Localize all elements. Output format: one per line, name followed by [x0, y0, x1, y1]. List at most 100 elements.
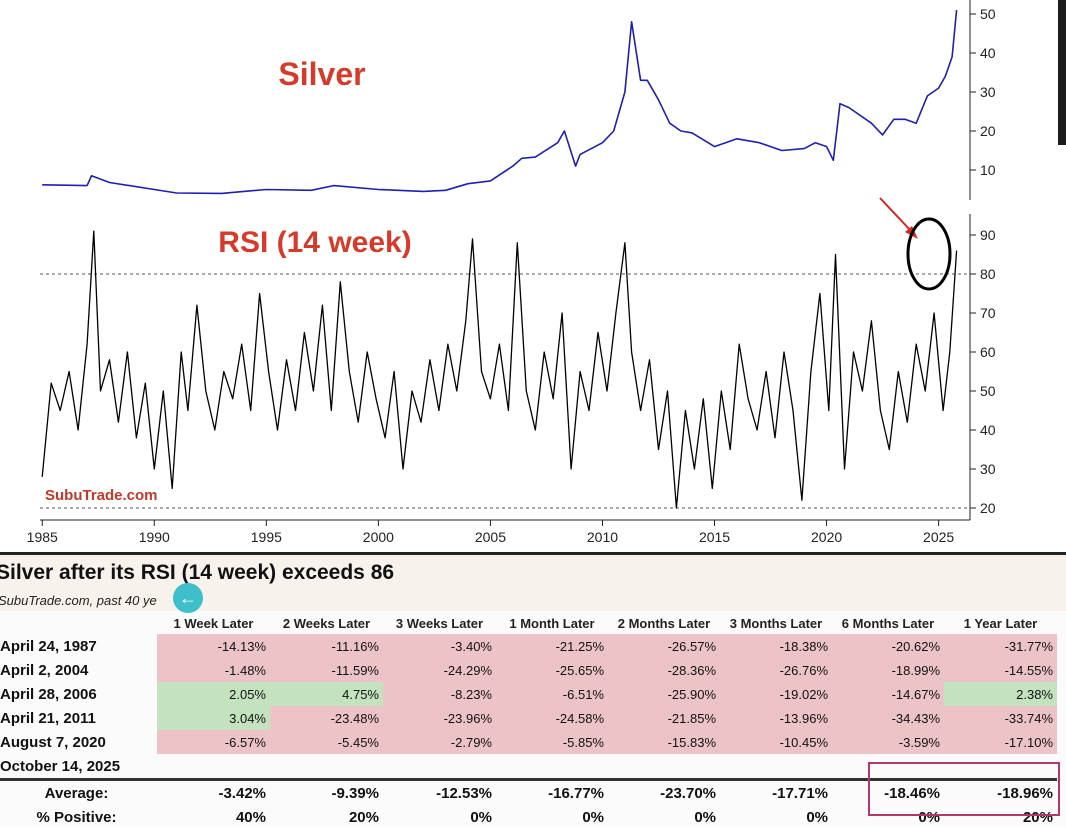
x-tick-label: 1985 [27, 529, 58, 545]
table-cell: -24.58% [496, 706, 608, 730]
rsi-y-tick-label: 50 [980, 383, 996, 399]
results-table: 1 Week Later 2 Weeks Later 3 Weeks Later 1 … [0, 612, 1057, 829]
rsi-y-tick-label: 80 [980, 266, 996, 282]
column-header: 3 Months Later [729, 615, 823, 631]
x-tick-label: 1995 [251, 529, 282, 545]
table-cell: -14.67% [832, 682, 944, 706]
rsi-y-tick-label: 40 [980, 422, 996, 438]
arrow-left-icon[interactable]: ← [173, 583, 203, 613]
rsi-y-tick-label: 90 [980, 227, 996, 243]
summary-cell: -18.46% [832, 778, 944, 805]
summary-row: % Positive: 40% 20% 0% 0% 0% 0% 0% 20% [0, 805, 1057, 829]
header-blank [0, 612, 157, 634]
x-tick-label: 2025 [923, 529, 954, 545]
summary-cell: 20% [348, 808, 379, 826]
table-cell [496, 754, 608, 780]
table-cell: -18.38% [720, 634, 832, 658]
table-row: April 21, 2011 3.04% -23.48% -23.96% -24.58%… [0, 706, 1057, 730]
x-tick-label: 2015 [699, 529, 730, 545]
table-cell: -23.96% [383, 706, 496, 730]
table-cell: -26.57% [608, 634, 720, 658]
silver-price-line [42, 10, 958, 195]
row-date: April 28, 2006 [0, 685, 97, 703]
table-row: April 24, 1987 -14.13% -11.16% -3.40% -21.25… [0, 634, 1057, 658]
watermark: SubuTrade.com [45, 487, 158, 504]
table-cell: -23.48% [270, 706, 383, 730]
chart-svg: 10 20 30 40 50 Silver 20 30 40 50 60 70 80 90 RSI (14 … [27, 0, 996, 545]
table-header-row: 1 Week Later 2 Weeks Later 3 Weeks Later 1 … [0, 612, 1057, 634]
table-cell: -19.02% [720, 682, 832, 706]
table-cell: -20.62% [832, 634, 944, 658]
table-cell: -5.85% [496, 730, 608, 754]
summary-cell: -18.96% [944, 778, 1057, 805]
column-header: 6 Months Later [841, 615, 935, 631]
table-cell: -18.99% [832, 658, 944, 682]
table-cell: -8.23% [383, 682, 496, 706]
table-row: October 14, 2025 [0, 754, 1057, 780]
table-cell: -3.40% [383, 634, 496, 658]
summary-cell: 0% [582, 808, 604, 826]
table-cell [608, 754, 720, 780]
summary-cell: -3.42% [157, 778, 270, 805]
table-cell [157, 754, 270, 780]
table-cell: -21.85% [608, 706, 720, 730]
summary-cell: 0% [470, 808, 492, 826]
row-date: April 2, 2004 [0, 661, 89, 679]
table-cell: -2.79% [383, 730, 496, 754]
table-row: August 7, 2020 -6.57% -5.45% -2.79% -5.85% -1… [0, 730, 1057, 754]
x-tick-label: 2020 [811, 529, 842, 545]
summary-cell: 0% [918, 808, 940, 826]
table-cell: -26.76% [720, 658, 832, 682]
table-cell: -21.25% [496, 634, 608, 658]
table-cell: -34.43% [832, 706, 944, 730]
table-cell: -3.59% [832, 730, 944, 754]
summary-cell: -23.70% [608, 778, 720, 805]
summary-cell: 20% [1022, 808, 1053, 826]
table-cell: -10.45% [720, 730, 832, 754]
table-cell: -5.45% [270, 730, 383, 754]
window-edge [1058, 0, 1066, 145]
table-row: April 2, 2004 -1.48% -11.59% -24.29% -25.65%… [0, 658, 1057, 682]
summary-cell: -12.53% [383, 778, 496, 805]
column-header: 2 Months Later [617, 615, 711, 631]
summary-cell: 40% [235, 808, 266, 826]
column-header: 1 Month Later [509, 615, 595, 631]
summary-row: Average: -3.42% -9.39% -12.53% -16.77% -23.70… [0, 778, 1057, 805]
summary-cell: -16.77% [496, 778, 608, 805]
table-cell: -25.65% [496, 658, 608, 682]
column-header: 3 Weeks Later [395, 615, 484, 631]
row-date: April 24, 1987 [0, 637, 97, 655]
row-date: October 14, 2025 [0, 757, 121, 775]
silver-y-tick-label: 40 [980, 45, 996, 61]
table-cell: -31.77% [944, 634, 1057, 658]
summary-label: % Positive: [36, 808, 117, 826]
table-title: Silver after its RSI (14 week) exceeds 8… [0, 561, 395, 584]
rsi-y-tick-label: 30 [980, 461, 996, 477]
annotation-arrow [879, 197, 913, 233]
rsi-y-tick-label: 20 [980, 500, 996, 516]
table-cell: -17.10% [944, 730, 1057, 754]
summary-cell: 0% [694, 808, 716, 826]
table-cell: 2.05% [157, 682, 270, 706]
table-cell [944, 754, 1057, 780]
annotation-circle [906, 217, 952, 291]
table-cell: -15.83% [608, 730, 720, 754]
silver-title: Silver [278, 56, 365, 92]
table-cell: 4.75% [270, 682, 383, 706]
chart-area: 10 20 30 40 50 Silver 20 30 40 50 60 70 80 90 RSI (14 … [27, 0, 1066, 545]
table-cell: -6.57% [157, 730, 270, 754]
results-table-panel: Silver after its RSI (14 week) exceeds 8… [0, 552, 1066, 826]
table-header: Silver after its RSI (14 week) exceeds 8… [0, 552, 1066, 613]
x-tick-label: 2000 [363, 529, 394, 545]
rsi-y-tick-label: 70 [980, 305, 996, 321]
x-tick-label: 1990 [139, 529, 170, 545]
table-cell [720, 754, 832, 780]
column-header: 1 Year Later [963, 615, 1038, 631]
table-cell: -28.36% [608, 658, 720, 682]
table-cell [832, 754, 944, 780]
table-subtitle: SubuTrade.com, past 40 ye [0, 593, 157, 608]
table-cell: -11.16% [270, 634, 383, 658]
table-cell: -25.90% [608, 682, 720, 706]
table-row: April 28, 2006 2.05% 4.75% -8.23% -6.51% -25.… [0, 682, 1057, 706]
table-cell: -33.74% [944, 706, 1057, 730]
